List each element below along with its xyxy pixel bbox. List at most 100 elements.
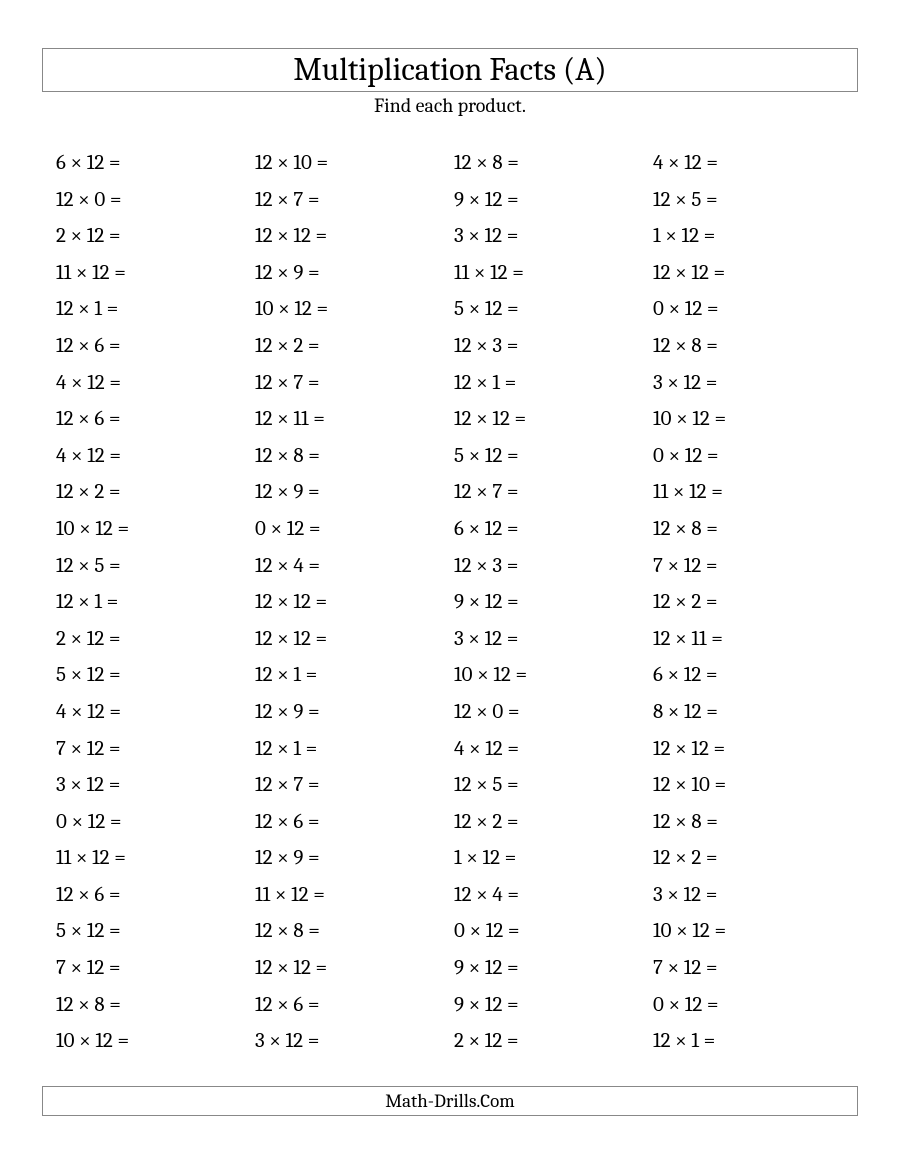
problem: 12 × 11 = [251,401,450,438]
problem: 12 × 2 = [251,328,450,365]
problem: 12 × 5 = [649,182,848,219]
problem: 10 × 12 = [52,511,251,548]
problem: 9 × 12 = [450,950,649,987]
problem: 12 × 4 = [251,548,450,585]
problem: 11 × 12 = [649,474,848,511]
problem: 12 × 12 = [649,255,848,292]
problem: 12 × 6 = [52,877,251,914]
problem: 0 × 12 = [251,511,450,548]
subtitle: Find each product. [42,94,858,117]
problems-col-1: 6 × 12 =12 × 0 =2 × 12 =11 × 12 =12 × 1 … [52,145,251,1060]
problem: 12 × 6 = [251,987,450,1024]
problem: 7 × 12 = [52,731,251,768]
problem: 0 × 12 = [649,987,848,1024]
problem: 9 × 12 = [450,987,649,1024]
problem: 11 × 12 = [52,840,251,877]
problem: 12 × 8 = [52,987,251,1024]
problem: 7 × 12 = [52,950,251,987]
problem: 7 × 12 = [649,950,848,987]
problem: 2 × 12 = [450,1023,649,1060]
problem: 11 × 12 = [52,255,251,292]
problem: 12 × 8 = [251,438,450,475]
problem: 12 × 7 = [251,182,450,219]
problem: 12 × 6 = [52,328,251,365]
problem: 12 × 1 = [251,657,450,694]
problem: 0 × 12 = [649,438,848,475]
problem: 3 × 12 = [52,767,251,804]
problem: 0 × 12 = [52,804,251,841]
problem: 0 × 12 = [649,291,848,328]
problem: 1 × 12 = [450,840,649,877]
problem: 12 × 12 = [251,950,450,987]
problem: 12 × 8 = [450,145,649,182]
problem: 12 × 1 = [52,584,251,621]
problem: 12 × 2 = [649,840,848,877]
problem: 12 × 10 = [649,767,848,804]
problem: 12 × 5 = [52,548,251,585]
title-box: Multiplication Facts (A) [42,48,858,92]
problem: 7 × 12 = [649,548,848,585]
problem: 3 × 12 = [450,218,649,255]
problem: 12 × 6 = [251,804,450,841]
problem: 2 × 12 = [52,621,251,658]
problem: 9 × 12 = [450,584,649,621]
problem: 12 × 12 = [251,218,450,255]
problem: 12 × 9 = [251,840,450,877]
problem: 10 × 12 = [450,657,649,694]
problem: 12 × 7 = [251,767,450,804]
problem: 3 × 12 = [450,621,649,658]
problem: 5 × 12 = [52,657,251,694]
problem: 10 × 12 = [251,291,450,328]
problems-col-2: 12 × 10 =12 × 7 =12 × 12 =12 × 9 =10 × 1… [251,145,450,1060]
problem: 4 × 12 = [52,438,251,475]
problem: 12 × 1 = [251,731,450,768]
problem: 12 × 10 = [251,145,450,182]
problem: 12 × 3 = [450,548,649,585]
problem: 12 × 6 = [52,401,251,438]
problem: 12 × 11 = [649,621,848,658]
problem: 12 × 1 = [450,365,649,402]
problem: 6 × 12 = [649,657,848,694]
footer-box: Math-Drills.Com [42,1086,858,1116]
problem: 12 × 8 = [251,913,450,950]
problem: 10 × 12 = [52,1023,251,1060]
problem: 4 × 12 = [52,365,251,402]
problems-col-3: 12 × 8 =9 × 12 =3 × 12 =11 × 12 =5 × 12 … [450,145,649,1060]
problem: 3 × 12 = [649,877,848,914]
problem: 3 × 12 = [649,365,848,402]
problem: 12 × 2 = [450,804,649,841]
problem: 6 × 12 = [52,145,251,182]
problem: 4 × 12 = [52,694,251,731]
problem: 12 × 2 = [649,584,848,621]
problem: 10 × 12 = [649,401,848,438]
problem: 3 × 12 = [251,1023,450,1060]
problem: 11 × 12 = [251,877,450,914]
problem: 9 × 12 = [450,182,649,219]
problem: 6 × 12 = [450,511,649,548]
problem: 5 × 12 = [450,291,649,328]
problem: 8 × 12 = [649,694,848,731]
problem: 1 × 12 = [649,218,848,255]
problem: 12 × 9 = [251,255,450,292]
problem: 12 × 12 = [450,401,649,438]
problems-grid: 6 × 12 =12 × 0 =2 × 12 =11 × 12 =12 × 1 … [42,145,858,1060]
problem: 12 × 12 = [251,621,450,658]
problem: 4 × 12 = [450,731,649,768]
problem: 12 × 9 = [251,694,450,731]
problem: 5 × 12 = [52,913,251,950]
problem: 0 × 12 = [450,913,649,950]
problem: 12 × 4 = [450,877,649,914]
problem: 12 × 7 = [450,474,649,511]
problem: 5 × 12 = [450,438,649,475]
problem: 12 × 12 = [649,731,848,768]
problem: 12 × 8 = [649,804,848,841]
problem: 4 × 12 = [649,145,848,182]
problem: 10 × 12 = [649,913,848,950]
problem: 12 × 1 = [52,291,251,328]
problem: 12 × 9 = [251,474,450,511]
footer-text: Math-Drills.Com [385,1090,515,1112]
problem: 12 × 1 = [649,1023,848,1060]
problem: 12 × 5 = [450,767,649,804]
problem: 12 × 12 = [251,584,450,621]
problem: 12 × 8 = [649,511,848,548]
